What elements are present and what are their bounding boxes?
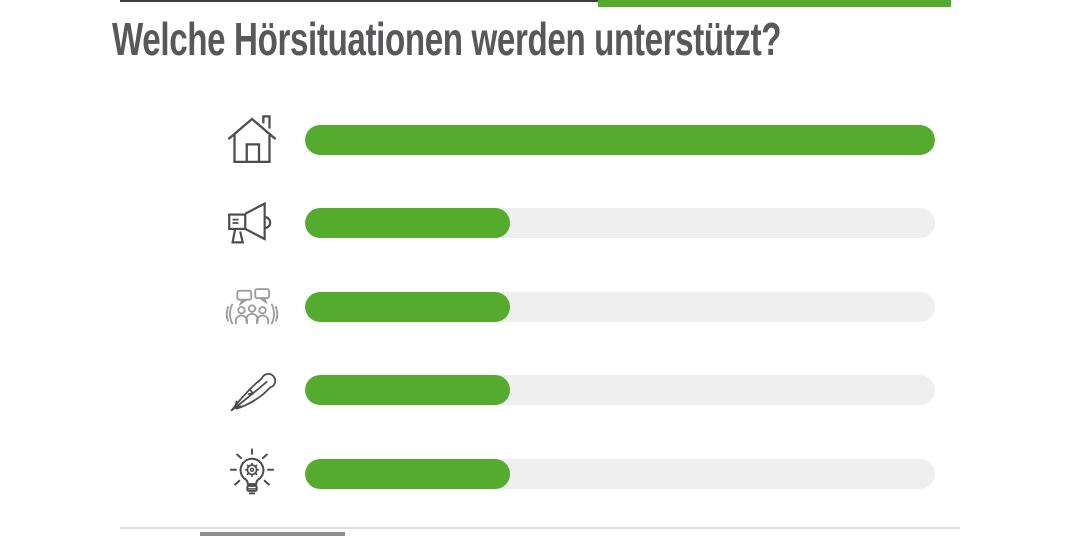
progress-track [305,125,935,155]
progress-track [305,292,935,322]
chart-row-feather [0,362,1080,418]
page-title: Welche Hörsituationen werden unterstützt… [112,13,782,65]
progress-fill [305,459,510,489]
progress-fill [305,375,510,405]
progress-track [305,375,935,405]
progress-track [305,208,935,238]
house-icon [216,112,288,168]
progress-fill [305,292,510,322]
progress-track [305,459,935,489]
bottom-partial-element [200,532,345,536]
bottom-divider [120,527,960,529]
top-rule [120,0,598,2]
group-conversation-icon [216,279,288,335]
feather-icon [216,362,288,418]
megaphone-icon [216,195,288,251]
chart-row-smart-lightbulb [0,446,1080,502]
progress-fill [305,125,935,155]
top-accent-bar [598,0,951,7]
chart-row-megaphone [0,195,1080,251]
smart-lightbulb-icon [216,446,288,502]
chart-row-house [0,112,1080,168]
progress-fill [305,208,510,238]
chart-row-group-conversation [0,279,1080,335]
